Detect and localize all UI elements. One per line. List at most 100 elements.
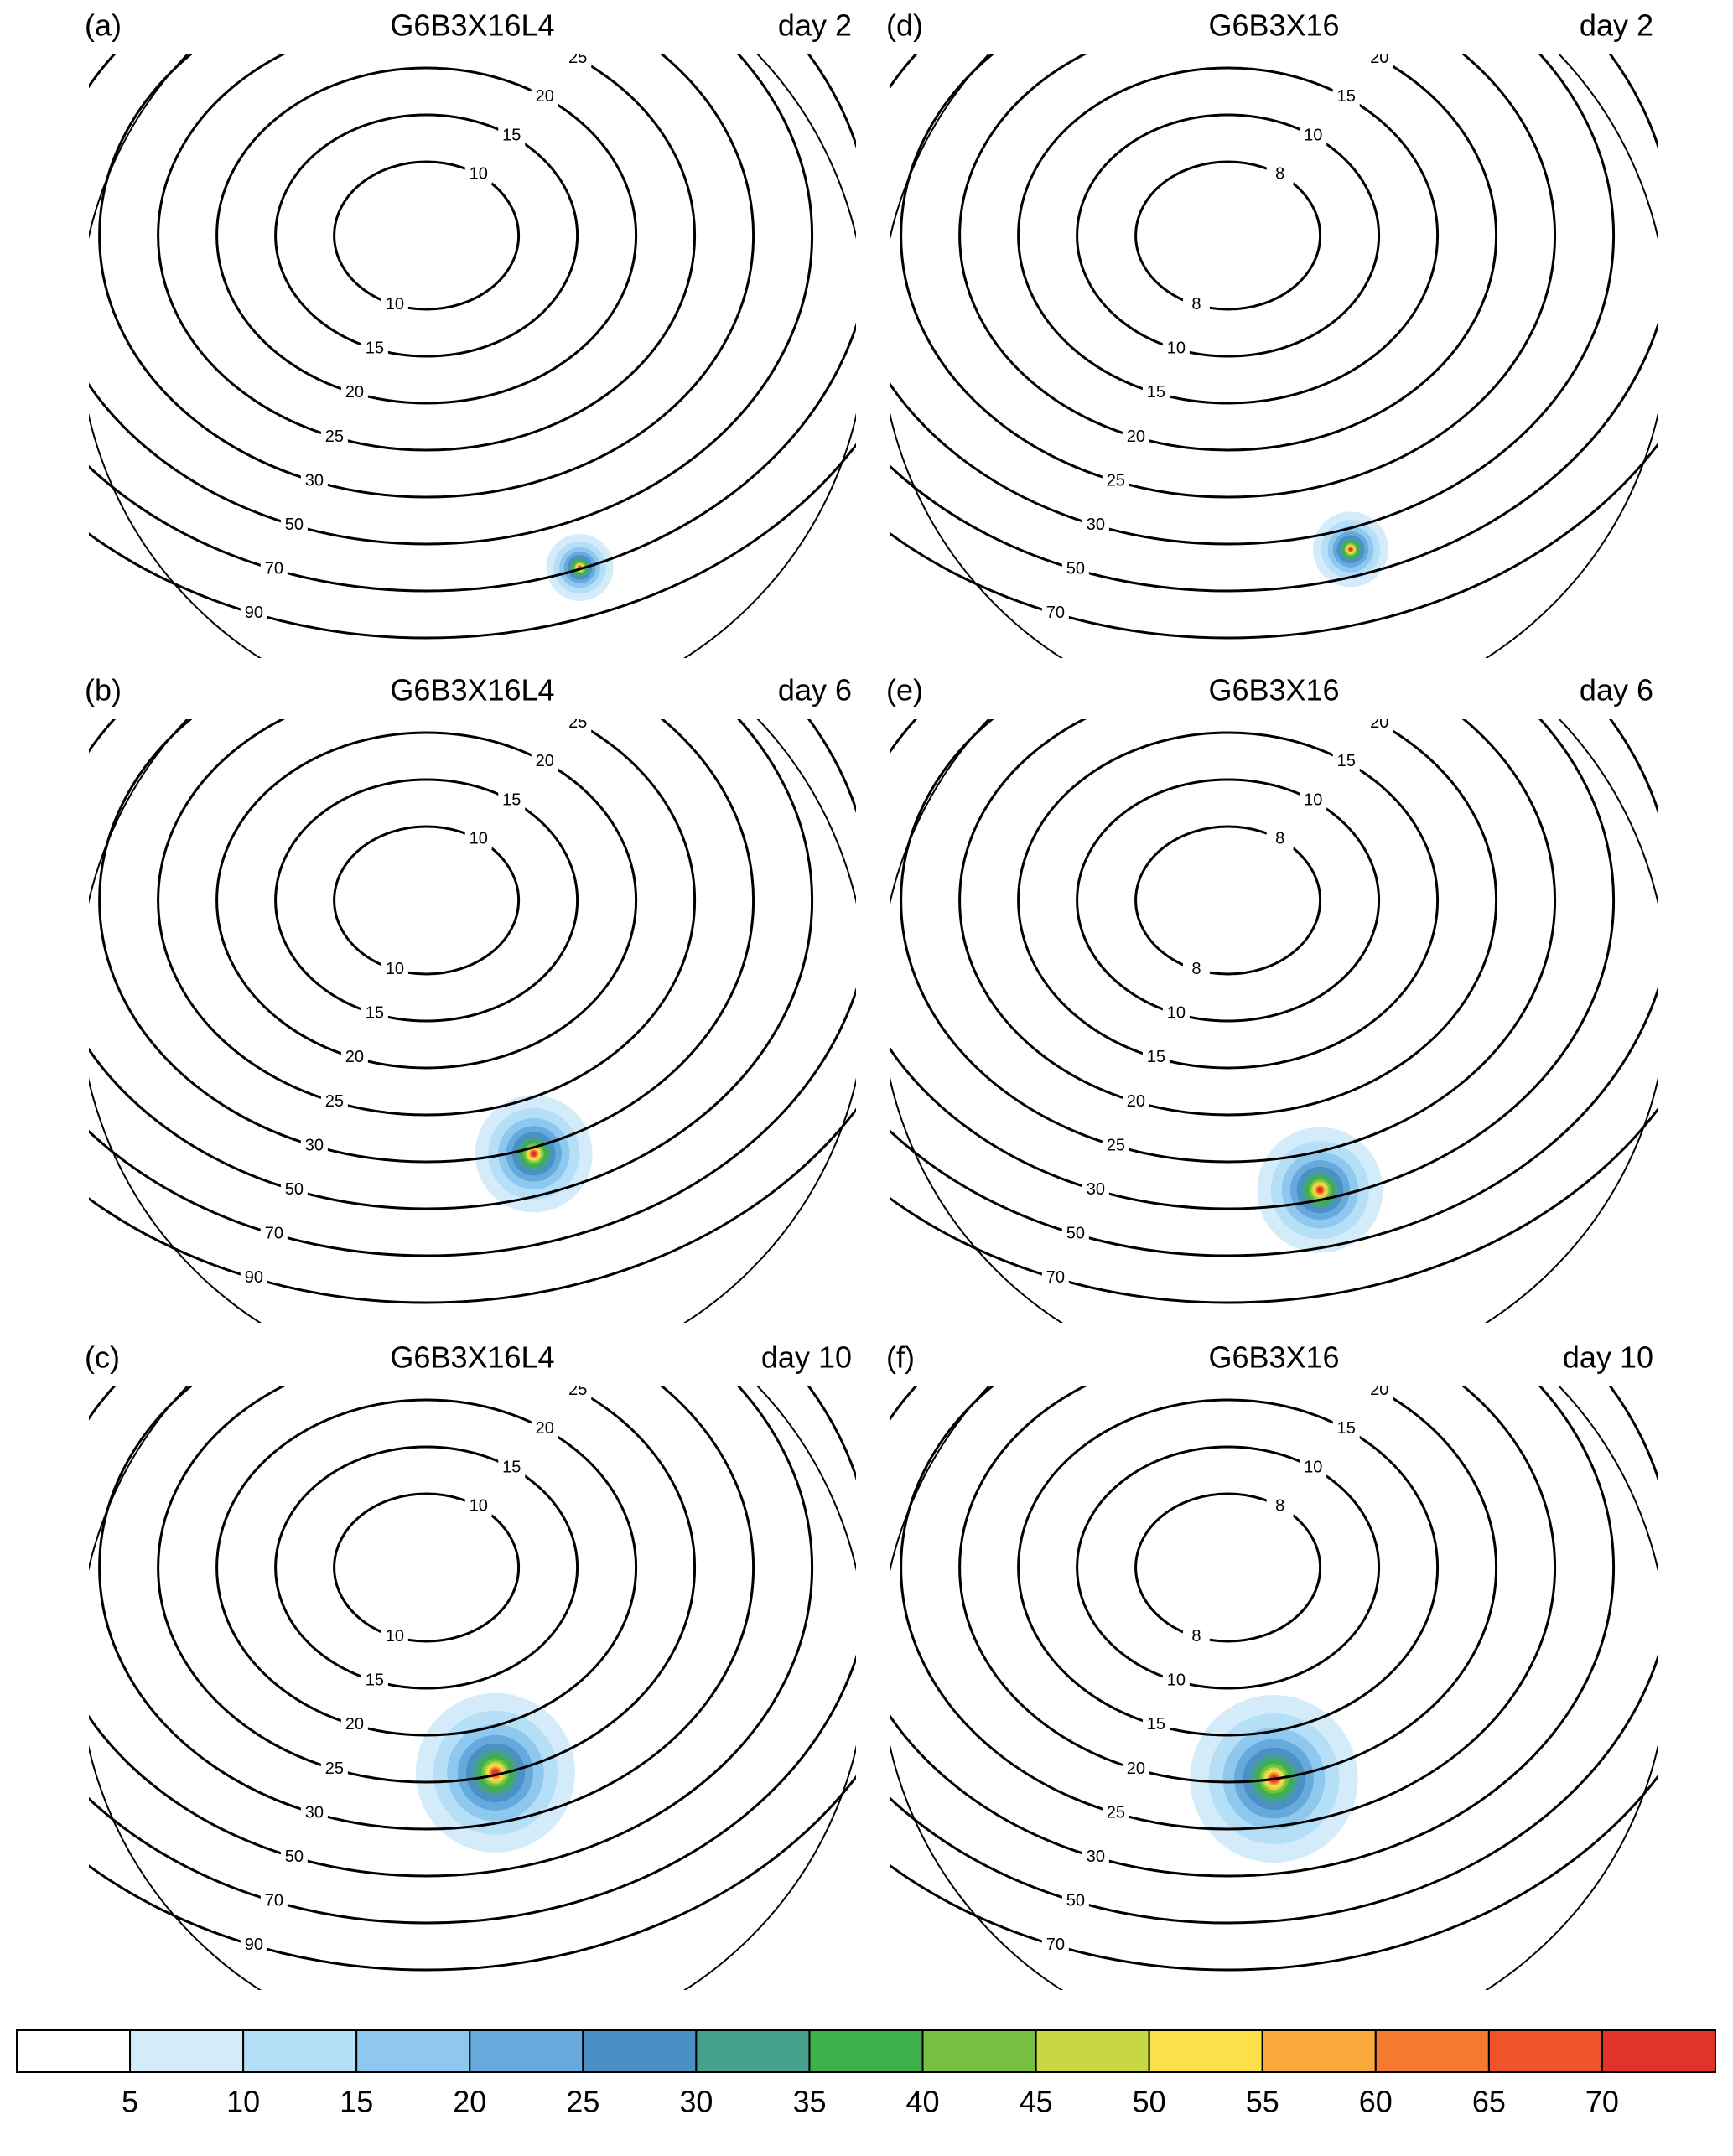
colorbar-box [1261,2029,1377,2073]
contour-label: 25 [1107,1803,1125,1822]
panel-title: G6B3X16 [1208,8,1339,43]
contour [1017,1398,1440,1737]
contour-label-bg [1399,9,1426,29]
contour-label-bg [1182,1626,1210,1647]
contour-label-bg [1102,1803,1129,1824]
contour-label: 10 [386,295,404,314]
contour [157,719,697,1117]
contour-label: 70 [668,1264,687,1283]
colorbar-tick-label: 5 [122,2085,138,2119]
day-label: day 6 [778,673,852,707]
panel-title: G6B3X16 [1208,1340,1339,1375]
contour [890,1774,1658,1972]
contour [89,1386,813,1878]
contour-label-bg [464,829,492,850]
colorbar-tick-label: 10 [226,2085,260,2119]
contour [1134,160,1322,311]
contour-label-bg [1041,603,1069,624]
colorbar-tick-label: 45 [1020,2085,1053,2119]
contour-label-bg [630,1303,657,1323]
contour-label-bg [320,1759,348,1780]
panel-label: (b) [85,673,122,707]
contour-label: 70 [265,1892,283,1910]
globe-outline [89,1386,856,1990]
contour [900,719,1556,1164]
contour [98,719,755,1164]
contour-label-bg [1122,1759,1149,1780]
day-label: day 2 [1580,8,1653,43]
contour-label: 50 [635,1303,653,1322]
contour-label-bg [1432,1303,1459,1323]
contour-label-bg [300,471,328,492]
contour [157,1386,697,1784]
contour-label: 30 [602,675,620,693]
colorbar-box [695,2029,811,2073]
contour-label-bg [320,427,348,448]
contour-label-bg [1182,294,1210,315]
contour-label: 10 [386,960,404,978]
contour-label: 30 [602,10,620,29]
contour-label: 25 [325,428,344,446]
contour-label: 8 [1275,830,1284,848]
contour-label: 8 [1191,960,1201,978]
contour-label: 20 [1127,1760,1145,1778]
contour [274,1445,579,1690]
contour-label: 70 [265,1225,283,1243]
contour-label: 90 [245,1268,263,1287]
contour-label: 15 [366,1671,384,1690]
contour [89,1774,856,1972]
contour-label-bg [300,1136,328,1157]
colorbar-tick-label: 35 [792,2085,826,2119]
precip-shade [531,1151,537,1157]
contour [958,1386,1498,1784]
contour-label-bg [1366,1386,1393,1401]
contour-label: 50 [285,516,304,534]
contour-label-bg [1142,382,1170,403]
contour-label-bg [1082,1179,1109,1200]
contour [98,1386,755,1831]
colorbar-box [242,2029,358,2073]
contour [333,825,521,976]
contour [89,1386,856,1925]
panel-title: G6B3X16L4 [390,673,554,707]
panel-label: (c) [85,1340,120,1375]
contour-label-bg [498,790,526,811]
contour-label-bg [664,1264,691,1284]
contour-label-bg [598,9,625,29]
contour-label-bg [1162,1671,1190,1692]
contour-label: 20 [345,1048,364,1066]
contour-label-bg [320,1091,348,1112]
contour-label: 90 [245,1936,263,1954]
contour [1017,66,1440,405]
contour-label: 20 [536,752,554,770]
contour-label-bg [1082,1847,1109,1868]
contour-label-bg [1366,54,1393,69]
contour [333,1492,521,1643]
contour-label: 8 [1275,165,1284,184]
globe-outline [890,719,1658,1323]
contour-label: 10 [386,1627,404,1646]
precip-shade [1349,547,1352,552]
contour-label: 20 [1370,713,1388,732]
contour-label: 20 [345,383,364,402]
contour-label: 20 [1127,1092,1145,1111]
contour-label: 25 [568,713,587,732]
contour-label: 10 [470,165,488,184]
colorbar-tick-label: 15 [340,2085,373,2119]
contour [1134,1492,1322,1643]
contour-label-bg [340,382,368,403]
contour-label-bg [1182,959,1210,980]
colorbar-tick-label: 60 [1359,2085,1393,2119]
contour-label-bg [1061,1891,1089,1912]
contour [89,719,813,1210]
contour-label-bg [664,597,691,617]
contour-label-bg [1300,1458,1327,1479]
contour-label: 50 [285,1180,304,1199]
contour-label-bg [1142,1714,1170,1735]
contour-label: 10 [1304,1458,1322,1476]
contour-label-bg [280,1847,308,1868]
colorbar-box [355,2029,471,2073]
contour-label: 15 [1147,1715,1165,1734]
day-label: day 2 [778,8,852,43]
